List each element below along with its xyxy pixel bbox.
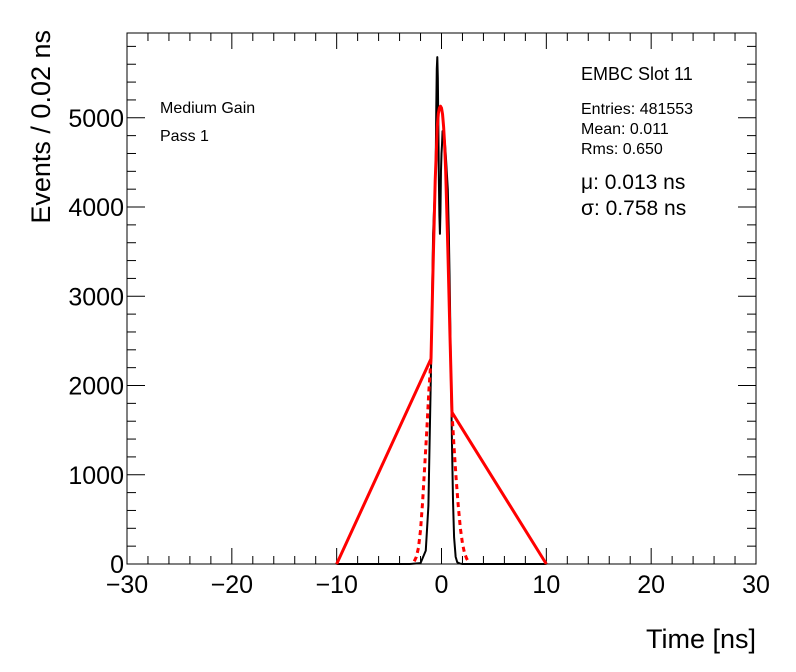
histogram-line xyxy=(336,56,547,565)
x-tick-label: 30 xyxy=(742,571,770,599)
stats-entries: Entries: 481553 xyxy=(581,101,693,118)
y-tick-labels: 0 1000 2000 3000 4000 5000 xyxy=(68,105,124,579)
y-tick-label: 0 xyxy=(110,551,124,579)
x-tick-label: 10 xyxy=(532,571,560,599)
y-axis-title: Events / 0.02 ns xyxy=(26,30,56,224)
x-axis-title: Time [ns] xyxy=(646,624,756,654)
data-series xyxy=(335,56,548,565)
stats-rms: Rms: 0.650 xyxy=(581,141,663,158)
x-tick-labels: −30 −20 −10 0 10 20 30 xyxy=(106,571,770,599)
y-tick-label: 1000 xyxy=(68,462,124,490)
fit-mu: μ: 0.013 ns xyxy=(581,171,685,194)
y-tick-label: 5000 xyxy=(68,105,124,133)
stats-mean: Mean: 0.011 xyxy=(581,121,669,138)
x-tick-label: 20 xyxy=(637,571,665,599)
y-tick-label: 2000 xyxy=(68,373,124,401)
pass-label: Pass 1 xyxy=(160,128,209,145)
x-tick-label: −20 xyxy=(211,571,253,599)
y-tick-label: 4000 xyxy=(68,194,124,222)
axis-ticks xyxy=(126,33,757,565)
x-tick-label: 0 xyxy=(435,571,449,599)
fit-sigma: σ: 0.758 ns xyxy=(581,197,686,220)
stats-title: EMBC Slot 11 xyxy=(581,64,693,84)
x-tick-label: −10 xyxy=(315,571,357,599)
gaussian-fit-line xyxy=(335,104,548,565)
gain-label: Medium Gain xyxy=(160,100,255,117)
y-tick-label: 3000 xyxy=(68,283,124,311)
fit-extrapolation-dashed xyxy=(450,412,471,563)
x-tick-label: −30 xyxy=(106,571,148,599)
